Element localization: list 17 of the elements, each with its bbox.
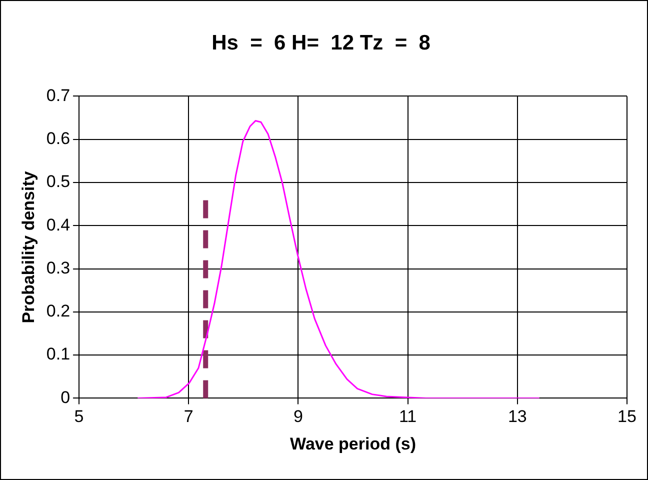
- x-tick-label: 5: [74, 407, 84, 426]
- x-tick-label: 9: [293, 407, 303, 426]
- y-tick-label: 0.3: [46, 258, 70, 278]
- x-tick-label: 7: [184, 407, 194, 426]
- y-tick-label: 0.1: [46, 344, 70, 364]
- y-axis-title: Probability density: [18, 170, 38, 324]
- y-tick-label: 0: [60, 388, 70, 407]
- y-tick-label: 0.2: [46, 302, 70, 321]
- x-axis-title: Wave period (s): [290, 434, 416, 454]
- chart-title: Hs = 6 H= 12 Tz = 8: [212, 31, 431, 54]
- x-tick-label: 13: [508, 407, 527, 426]
- y-tick-label: 0.7: [46, 86, 70, 105]
- x-tick-label: 11: [398, 407, 417, 426]
- y-tick-label: 0.5: [46, 172, 70, 192]
- x-tick-label: 15: [618, 407, 636, 426]
- y-tick-label: 0.6: [46, 129, 70, 148]
- y-tick-label: 0.4: [46, 215, 70, 234]
